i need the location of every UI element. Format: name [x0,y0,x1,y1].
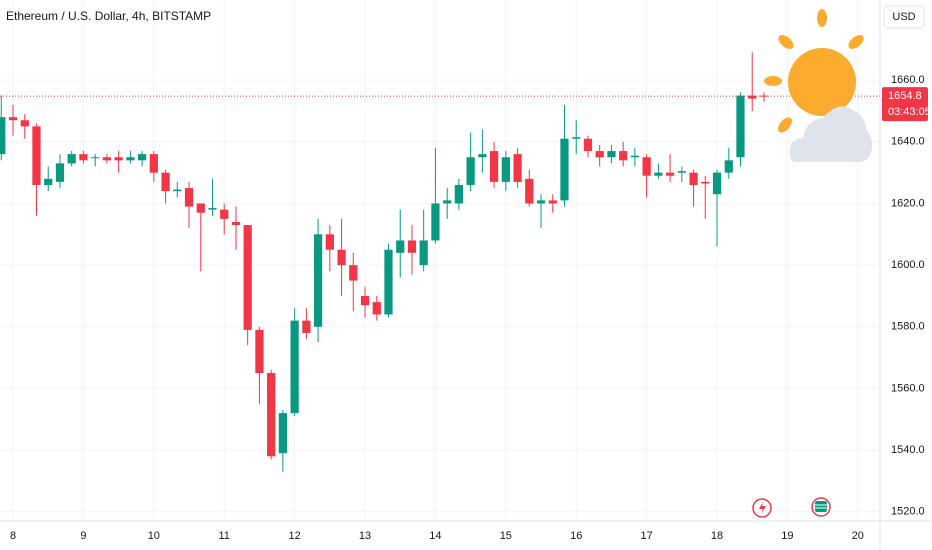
candle-body [560,138,569,201]
candle-body [396,240,405,253]
x-tick-label: 10 [148,530,160,542]
candle-body [278,413,287,454]
candle-body [243,225,252,330]
candle-body [372,302,381,315]
currency-button[interactable] [883,5,925,29]
candle-body [384,249,393,315]
candle-body [102,157,111,161]
candle-body [607,151,616,158]
candle-body [748,95,757,99]
x-tick-label: 18 [711,530,723,542]
axes: 1520.0 1540.0 1560.0 1580.0 1600.0 1620.0 1640… [10,74,931,542]
candle-body [654,172,663,176]
x-tick-label: 8 [10,530,16,542]
x-tick-label: 12 [288,530,300,542]
candle-body [184,188,194,207]
y-tick-label: 1520.0 [891,506,925,518]
candle-body [161,172,170,192]
candle-body [231,221,241,226]
candle-body [360,295,370,306]
x-tick-label: 11 [219,530,230,542]
candle-body [313,234,323,327]
candles [0,52,880,472]
candle-body [325,234,334,250]
y-tick-label: 1620.0 [891,197,925,209]
x-tick-label: 9 [80,530,86,542]
x-tick-label: 17 [640,530,652,542]
x-tick-label: 19 [781,530,793,542]
candle-body [267,373,276,457]
candle-body [443,200,452,204]
candle-body [419,240,428,266]
last-price-tag [882,87,928,122]
x-tick-label: 13 [359,530,371,542]
candle-body [489,151,499,182]
candle-body [548,200,557,204]
candle-body [149,154,158,173]
candle-body [196,203,205,213]
candle-body [220,209,229,219]
candle-body [114,157,123,161]
candle-body [20,120,29,127]
candle-body [677,171,686,173]
candle-body [44,178,53,185]
candle-body [67,154,76,164]
candle-body [583,138,593,152]
x-tick-label: 15 [500,530,512,542]
candle-body [665,172,675,176]
candle-body [55,163,65,182]
candle-body [513,154,522,182]
y-tick-label: 1560.0 [891,382,925,394]
candle-body [736,95,745,158]
candle-body [466,157,475,185]
candle-body [208,208,217,210]
candle-body [91,157,100,159]
candle-body [8,117,18,121]
candle-body [642,157,651,176]
candle-body [572,137,581,139]
candle-body [759,95,769,97]
candle-body [290,320,299,414]
candle-body [501,157,510,182]
candle-body [712,172,722,195]
candle-body [337,249,346,266]
grid [0,0,880,521]
x-tick-label: 14 [429,530,441,542]
candle-body [79,154,88,161]
event-icons [752,497,831,518]
y-tick-label: 1600.0 [891,259,925,271]
candle-body [701,181,710,184]
x-tick-label: 16 [570,530,582,542]
candle-body [689,172,698,185]
y-tick-label: 1580.0 [891,321,925,333]
x-tick-label: 20 [852,530,864,542]
candle-body [32,126,41,185]
candle-body [431,203,440,241]
candle-body [525,178,534,204]
y-tick-label: 1660.0 [891,74,925,86]
candle-body [349,265,358,281]
chart-title: Ethereum / U.S. Dollar, 4h, BITSTAMP [6,9,211,23]
candle-body [126,157,135,161]
candle-body [536,200,546,204]
candle-body [724,160,733,173]
candle-body [137,154,147,161]
candle-body [454,184,463,204]
y-tick-label: 1540.0 [891,444,925,456]
currency[interactable]: USD [892,11,915,23]
candle-body [478,154,487,158]
countdown: 03:43:05 [888,106,931,118]
candle-body [255,329,264,374]
last-price-label: 1654.8 [888,90,922,102]
candle-body [630,155,639,158]
weather-icon [764,9,873,162]
candle-body [302,320,311,333]
candle-body [173,189,182,192]
candle-body [407,240,417,253]
y-tick-label: 1640.0 [891,136,925,148]
candle-body [0,117,6,155]
candle-body [595,151,604,158]
candle-body [619,151,628,161]
